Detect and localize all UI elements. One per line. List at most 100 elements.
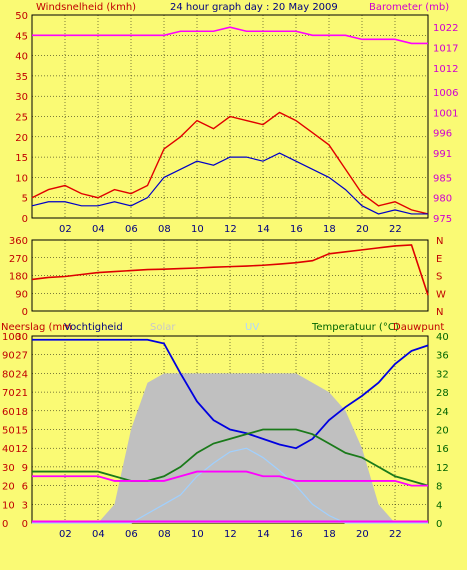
temperature-tick-label: 4: [436, 500, 442, 511]
time-tick-label-bottom: 12: [224, 529, 237, 540]
rain-tick-label: 21: [15, 388, 28, 399]
temperature-tick-label: 0: [436, 519, 442, 530]
wind-direction-line: [31, 244, 429, 296]
time-tick-label-top: 04: [92, 224, 105, 235]
humidity-tick-label: 100: [2, 332, 21, 343]
barometer-tick-label: 1006: [433, 88, 458, 99]
barometer-tick-label: 980: [433, 194, 452, 205]
rain-tick-label: 12: [15, 444, 28, 455]
time-tick-label-bottom: 20: [356, 529, 369, 540]
barometer-tick-label: 991: [433, 149, 452, 160]
barometer-tick-label: 985: [433, 173, 452, 184]
compass-tick-label: N: [436, 236, 443, 247]
time-tick-label-top: 14: [257, 224, 270, 235]
time-tick-label-top: 02: [59, 224, 72, 235]
rain-axis-title: Neerslag (mm: [1, 322, 72, 333]
wind-axis-title: Windsnelheid (kmh): [36, 2, 136, 13]
rain-tick-label: 24: [15, 369, 28, 380]
wind-gust-line: [31, 111, 429, 215]
wind-average-line: [31, 152, 428, 215]
wind-tick-label: 25: [15, 113, 28, 124]
direction-tick-label: 270: [9, 254, 28, 265]
rain-tick-label: 6: [22, 482, 28, 493]
time-tick-label-bottom: 10: [191, 529, 204, 540]
direction-tick-label: 360: [9, 236, 28, 247]
humidity-tick-label: 50: [2, 426, 15, 437]
humidity-tick-label: 10: [2, 500, 15, 511]
rain-tick-label: 3: [22, 500, 28, 511]
time-tick-label-top: 06: [125, 224, 138, 235]
direction-tick-label: 0: [22, 307, 28, 318]
wind-tick-label: 45: [15, 31, 28, 42]
rain-tick-label: 0: [22, 519, 28, 530]
barometer-tick-label: 975: [433, 214, 452, 225]
temperature-tick-label: 28: [436, 388, 449, 399]
temperature-tick-label: 20: [436, 426, 449, 437]
time-tick-label-bottom: 16: [290, 529, 303, 540]
dewpoint-axis-title: Dauwpunt: [393, 322, 444, 333]
time-tick-label-bottom: 22: [389, 529, 402, 540]
compass-tick-label: S: [436, 272, 442, 283]
wind-tick-label: 40: [15, 52, 28, 63]
humidity-tick-label: 40: [2, 444, 15, 455]
graph-title: 24 hour graph day : 20 May 2009: [170, 2, 338, 13]
uv-index-line: [32, 447, 428, 524]
solar-radiation-area: [32, 373, 428, 523]
rain-tick-label: 30: [15, 332, 28, 343]
wind-tick-label: 20: [15, 133, 28, 144]
temperature-line: [32, 428, 429, 487]
rain-tick-label: 27: [15, 351, 28, 362]
dewpoint-line: [32, 470, 428, 487]
temperature-tick-label: 32: [436, 369, 449, 380]
wind-tick-label: 30: [15, 92, 28, 103]
rain-tick-label: 9: [22, 463, 28, 474]
humidity-tick-label: 20: [2, 482, 15, 493]
humidity-tick-label: 60: [2, 407, 15, 418]
wind-tick-label: 15: [15, 153, 28, 164]
barometer-tick-label: 996: [433, 129, 452, 140]
time-tick-label-top: 18: [323, 224, 336, 235]
rain-tick-label: 18: [15, 407, 28, 418]
time-tick-label-top: 12: [224, 224, 237, 235]
barometer-tick-label: 1012: [433, 64, 458, 75]
wind-tick-label: 35: [15, 72, 28, 83]
barometer-tick-label: 1022: [433, 23, 458, 34]
direction-tick-label: 180: [9, 272, 28, 283]
series-lines: [31, 26, 429, 523]
barometer-line: [32, 26, 428, 45]
wind-tick-label: 0: [22, 214, 28, 225]
direction-tick-label: 90: [15, 289, 28, 300]
time-tick-label-bottom: 02: [59, 529, 72, 540]
time-tick-label-top: 16: [290, 224, 303, 235]
temperature-tick-label: 16: [436, 444, 449, 455]
barometer-tick-label: 1001: [433, 108, 458, 119]
humidity-tick-label: 80: [2, 369, 15, 380]
humidity-tick-label: 30: [2, 463, 15, 474]
compass-tick-label: W: [436, 289, 446, 300]
compass-tick-label: E: [436, 254, 442, 265]
humidity-tick-label: 90: [2, 351, 15, 362]
humidity-tick-label: 70: [2, 388, 15, 399]
temperature-tick-label: 36: [436, 351, 449, 362]
wind-tick-label: 5: [22, 194, 28, 205]
temperature-tick-label: 8: [436, 482, 442, 493]
temperature-tick-label: 40: [436, 332, 449, 343]
time-tick-label-bottom: 08: [158, 529, 171, 540]
time-tick-label-top: 10: [191, 224, 204, 235]
rain-tick-label: 15: [15, 426, 28, 437]
compass-tick-label: N: [436, 307, 443, 318]
time-tick-label-bottom: 18: [323, 529, 336, 540]
time-tick-label-bottom: 14: [257, 529, 270, 540]
humidity-line: [32, 338, 429, 450]
time-tick-label-top: 22: [389, 224, 402, 235]
humidity-axis-title: Vochtigheid: [64, 322, 123, 333]
humidity-tick-label: 0: [2, 519, 8, 530]
wind-tick-label: 10: [15, 173, 28, 184]
time-tick-label-bottom: 06: [125, 529, 138, 540]
temperature-tick-label: 24: [436, 407, 449, 418]
time-tick-label-bottom: 04: [92, 529, 105, 540]
time-tick-label-top: 20: [356, 224, 369, 235]
axis-labels: 0202040406060808101012121414161618182020…: [2, 11, 458, 540]
